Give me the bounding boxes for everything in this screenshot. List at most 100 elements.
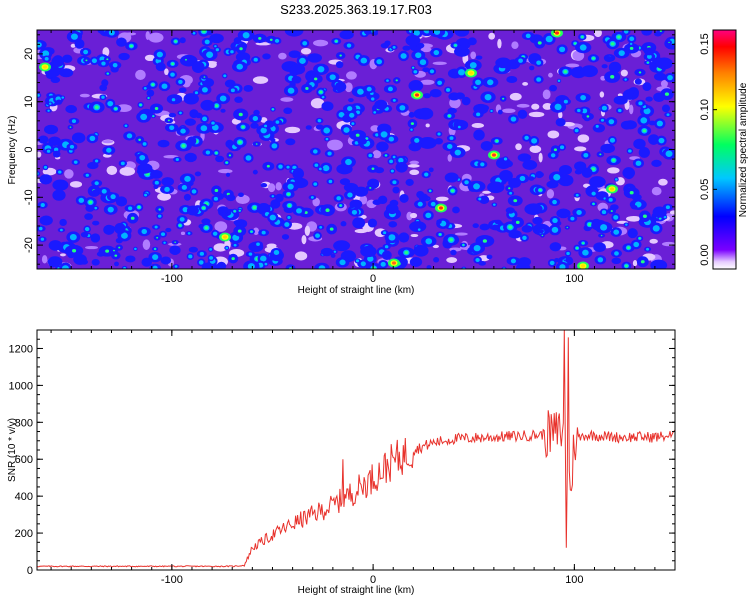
spectrogram-blob [429,88,442,98]
spectrogram-blob [418,193,429,202]
spectrogram-blob-core [347,192,353,198]
spectrogram-blob-core [164,186,170,192]
spectrogram-blob [114,261,119,267]
spectrogram-blob-peak [451,189,455,193]
spectrogram-low-patch [607,167,620,174]
spectrogram-blob-core [141,228,148,235]
spectrogram-low-patch [432,244,439,249]
spectrogram-blob-peak [258,36,262,40]
spectrogram-blob [538,228,544,234]
spectrogram-blob-core [101,95,105,99]
spectrogram-blob [555,118,566,127]
snr-y-tick-label: 200 [15,528,33,540]
spectrogram-blob-core [667,74,673,81]
spectrogram-peak-core [439,206,443,210]
spectrogram-low-patch [669,210,675,215]
spectrogram-blob [51,55,64,68]
spectrogram-blob [580,65,598,78]
spectrogram-blob-core [633,241,640,248]
spectrogram-blob [262,53,271,60]
spectrogram-blob [593,242,606,253]
spectrogram-blob [352,217,366,229]
spectrogram-low-patch [313,39,329,47]
spectrogram-blob-core [399,105,406,111]
spectrogram-blob-peak [304,211,308,215]
spectrogram-blob [155,62,166,72]
spectrogram-low-patch [658,178,668,186]
spectrogram-blob [651,159,662,167]
spectrogram-blob [654,31,662,37]
spectrogram-blob [402,45,411,51]
snr-series-line [37,330,675,568]
spectrogram-blob-core [413,70,418,74]
spectrogram-blob [80,231,89,238]
spectrogram-blob-peak [214,104,219,108]
spectrogram-blob-core [652,225,660,232]
spectrogram-blob-core [83,49,89,55]
spectrogram-blob-core [524,135,529,140]
spectrogram-blob-core [458,69,465,76]
spectrogram-blob [528,176,535,181]
spectrogram-blob [549,242,562,252]
spectrogram-blob-core [360,57,368,64]
spectrogram-y-tick-label: 20 [23,48,35,60]
snr-y-tick-label: 1000 [9,380,33,392]
spectrogram-blob-core [61,96,65,99]
spectrogram-blob-core [656,120,663,127]
spectrogram-blob-core [215,48,220,52]
spectrogram-blob [364,30,372,35]
snr-ylabel: SNR (10 * v/v) [7,418,18,482]
spectrogram-blob [408,80,424,92]
spectrogram-blob-core [373,111,377,114]
spectrogram-low-patch [180,231,186,236]
spectrogram-blob [200,99,215,111]
snr-panel: -100 0 100 0 200 400 600 800 1000 1200 Height of… [7,329,676,596]
spectrogram-blob [405,34,421,47]
spectrogram-low-patch [301,234,307,245]
spectrogram-blob-peak [642,214,647,218]
spectrogram-low-patch [252,76,269,84]
spectrogram-blob-core [480,162,485,167]
spectrogram-blob-core [473,183,480,190]
spectrogram-blob-core [387,86,393,92]
spectrogram-low-patch [346,71,357,80]
spectrogram-blob-core [70,33,78,40]
spectrogram-blob-peak [586,115,590,118]
spectrogram-blob [178,87,187,93]
spectrogram-blob-core [91,58,97,64]
spectrogram-low-patch [522,82,529,86]
spectrogram-blob [165,227,172,233]
spectrogram-blob-peak [233,210,236,213]
spectrogram-blob-core [329,74,336,81]
spectrogram-blob-peak [181,144,186,148]
spectrogram-blob [281,234,290,240]
spectrogram-blob-core [559,264,566,269]
spectrogram-blob-core [182,207,189,213]
spectrogram-blob-core [206,51,214,58]
spectrogram-low-patch [37,151,42,158]
spectrogram-blob-core [433,49,440,56]
spectrogram-blob-core [566,251,570,256]
spectrogram-blob-peak [94,105,99,109]
spectrogram-blob-peak [404,250,409,255]
spectrogram-blob-core [380,131,388,138]
spectrogram-blob-core [577,108,581,113]
spectrogram-blob-core [317,66,325,73]
spectrogram-blob [604,55,614,62]
spectrogram-blob [478,260,486,266]
spectrogram-blob [234,219,248,229]
spectrogram-blob-core [665,205,670,210]
spectrogram-blob-core [545,35,553,43]
spectrogram-blob-core [107,206,114,213]
spectrogram-low-patch [275,182,282,191]
spectrogram-blob [288,50,301,58]
spectrogram-blob-peak [600,234,603,237]
spectrogram-blob-core [211,124,219,131]
spectrogram-low-patch [531,103,540,110]
spectrogram-blob [628,228,637,235]
spectrogram-blob-peak [225,161,228,164]
spectrogram-low-patch [410,212,418,219]
spectrogram-blob-core [469,62,477,69]
spectrogram-blob-peak [314,77,318,81]
spectrogram-blob [497,109,503,115]
